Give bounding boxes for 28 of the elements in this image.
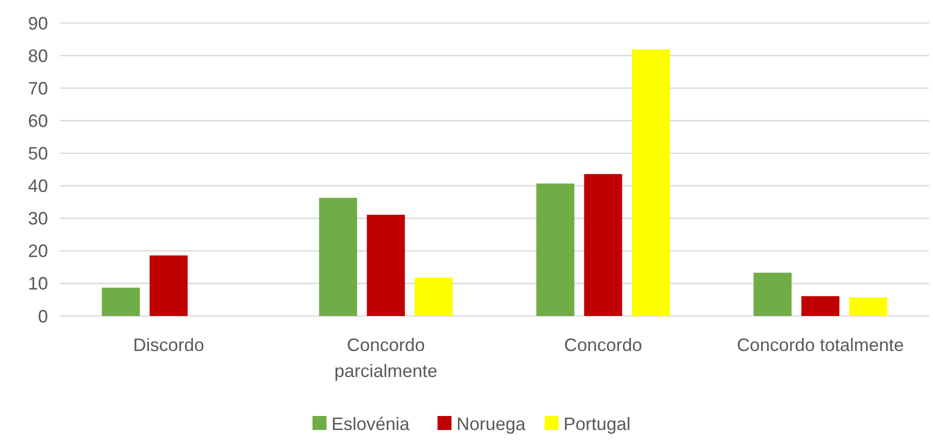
- x-tick-label: Discordo: [133, 335, 204, 355]
- bar: [102, 288, 140, 316]
- legend-label: Noruega: [456, 414, 527, 434]
- bar: [632, 49, 670, 316]
- x-tick-label: Concordo parcialmente: [334, 335, 438, 381]
- bar: [801, 296, 840, 316]
- bar: [584, 174, 622, 316]
- y-tick-label: 60: [28, 110, 48, 131]
- bar: [150, 255, 188, 316]
- y-tick-label: 0: [38, 306, 48, 326]
- bar: [754, 272, 792, 316]
- bar: [319, 198, 358, 316]
- y-tick-label: 90: [28, 13, 48, 34]
- bar: [366, 214, 405, 316]
- x-tick-label: Concordo: [564, 335, 642, 355]
- bar: [414, 278, 453, 316]
- y-tick-label: 10: [28, 274, 48, 294]
- y-tick-label: 50: [28, 144, 48, 164]
- x-tick-label: Concordo totalmente: [736, 335, 904, 355]
- y-tick-label: 40: [28, 176, 48, 196]
- bar: [536, 184, 574, 316]
- bar: [849, 297, 888, 316]
- legend-label: Eslovénia: [332, 414, 411, 434]
- legend-label: Portugal: [564, 414, 631, 434]
- y-tick-label: 80: [28, 46, 48, 66]
- y-tick-label: 30: [28, 208, 48, 229]
- y-tick-label: 20: [28, 241, 48, 262]
- y-tick-label: 70: [28, 78, 48, 98]
